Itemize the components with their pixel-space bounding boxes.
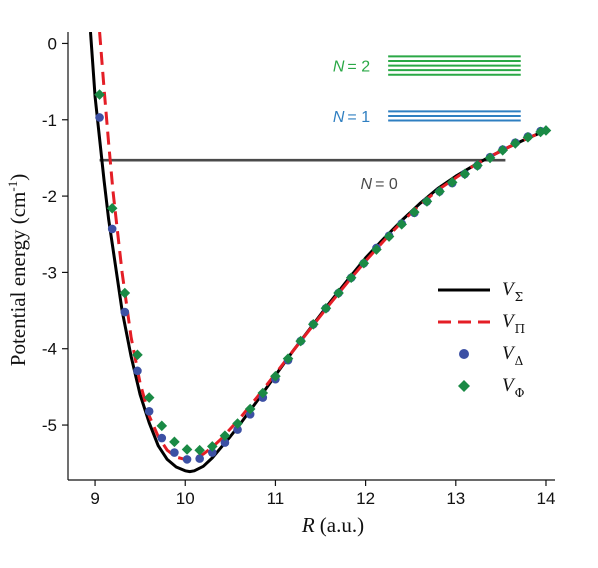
v-delta-point: [233, 425, 242, 434]
v-delta-point: [170, 448, 179, 457]
v-delta-point: [220, 438, 230, 447]
v-delta-point: [182, 455, 192, 464]
v-phi-point: [484, 152, 496, 164]
v-phi-point: [143, 392, 155, 403]
v-delta-point: [245, 410, 255, 419]
v-delta-point: [195, 454, 204, 463]
y-tick-label: -3: [42, 263, 57, 282]
level-label: N = 2: [333, 59, 370, 76]
v-delta-point: [107, 224, 117, 234]
v-phi-point: [320, 302, 332, 314]
x-tick-label: 13: [446, 489, 465, 508]
y-axis-title-superscript: -1: [5, 181, 20, 192]
v-phi-point: [345, 272, 357, 284]
plot-area: N = 0 N = 1 N = 2: [89, 32, 552, 474]
x-tick-label: 11: [267, 489, 285, 508]
v-phi-point: [459, 168, 471, 180]
x-tick-label: 12: [356, 489, 375, 508]
level-group-n0: N = 0: [99, 158, 506, 193]
v-delta-point: [207, 448, 217, 457]
legend-label: VΦ: [502, 375, 525, 400]
v-delta-point: [95, 113, 104, 122]
y-axis-title: Potential energy (cm-1): [5, 174, 30, 366]
levels-layer: N = 0 N = 1 N = 2: [99, 55, 521, 193]
v-phi-point: [434, 186, 445, 197]
legend-item-pi: VΠ: [438, 311, 525, 336]
v-phi-point: [540, 125, 552, 136]
legend: VΣ VΠ VΔ VΦ: [438, 279, 525, 400]
v-phi-point: [270, 370, 281, 382]
v-phi-point: [219, 430, 231, 442]
legend-item-sigma: VΣ: [438, 279, 523, 304]
legend-label: VΣ: [502, 279, 523, 304]
y-tick-label: -4: [42, 340, 57, 359]
v-phi-point: [194, 444, 205, 456]
v-phi-point: [446, 177, 458, 188]
x-axis: 9 10 11 12 13 14: [68, 479, 556, 508]
v-phi-point: [308, 319, 319, 330]
v-phi-point: [409, 206, 420, 218]
v-phi-point: [295, 335, 306, 347]
v-phi-point: [232, 418, 243, 429]
v-phi-point: [358, 257, 370, 269]
level-group-n2: N = 2: [333, 55, 521, 76]
x-tick-label: 14: [537, 489, 556, 508]
level-group-n1: N = 1: [333, 109, 521, 126]
legend-swatch: [458, 380, 470, 392]
curves-layer: [89, 32, 547, 474]
legend-item-delta: VΔ: [459, 343, 524, 368]
v-phi-point: [257, 387, 269, 399]
v-phi-point: [181, 444, 193, 455]
legend-swatch: [459, 349, 469, 359]
x-axis-variable: R: [301, 513, 315, 537]
y-tick-label: 0: [48, 34, 57, 53]
v-delta-point: [144, 407, 154, 416]
v-phi-point: [244, 403, 256, 415]
x-axis-unit: (a.u.): [320, 513, 364, 537]
v-phi-point: [333, 287, 344, 299]
v-phi-point: [94, 89, 105, 100]
y-tick-label: -5: [42, 416, 57, 435]
x-tick-label: 10: [176, 489, 195, 508]
v-phi-point: [371, 244, 382, 255]
y-tick-label: -2: [42, 187, 57, 206]
level-label: N = 0: [361, 176, 398, 193]
v-phi-point: [106, 202, 118, 214]
v-phi-point: [497, 144, 508, 156]
v-phi-point: [206, 441, 218, 452]
v-phi-point: [522, 132, 534, 143]
v-phi-point: [169, 436, 180, 448]
series-v-sigma-line: [89, 32, 547, 474]
v-phi-point: [421, 196, 433, 207]
y-axis: 0 -1 -2 -3 -4 -5: [42, 32, 69, 480]
v-phi-point: [510, 138, 521, 149]
markers-layer: [94, 89, 552, 464]
v-phi-point: [472, 160, 483, 171]
series-v-pi-line: [98, 32, 547, 461]
y-axis-title-text: Potential energy (cm: [6, 192, 30, 367]
v-phi-point: [383, 231, 395, 242]
v-phi-point: [396, 219, 407, 230]
y-axis-title-close: ): [6, 174, 30, 181]
v-phi-point: [282, 353, 294, 364]
legend-label: VΔ: [502, 343, 524, 368]
v-phi-point: [156, 420, 168, 432]
v-delta-point: [133, 366, 142, 376]
v-delta-point: [120, 307, 130, 317]
x-tick-label: 9: [90, 489, 99, 508]
v-phi-point: [119, 287, 131, 299]
legend-item-phi: VΦ: [458, 375, 525, 400]
v-delta-point: [157, 433, 167, 443]
x-axis-title: R (a.u.): [301, 513, 364, 537]
y-tick-label: -1: [42, 111, 57, 130]
level-label: N = 1: [333, 109, 370, 126]
legend-label: VΠ: [502, 311, 525, 336]
v-phi-point: [132, 349, 143, 361]
